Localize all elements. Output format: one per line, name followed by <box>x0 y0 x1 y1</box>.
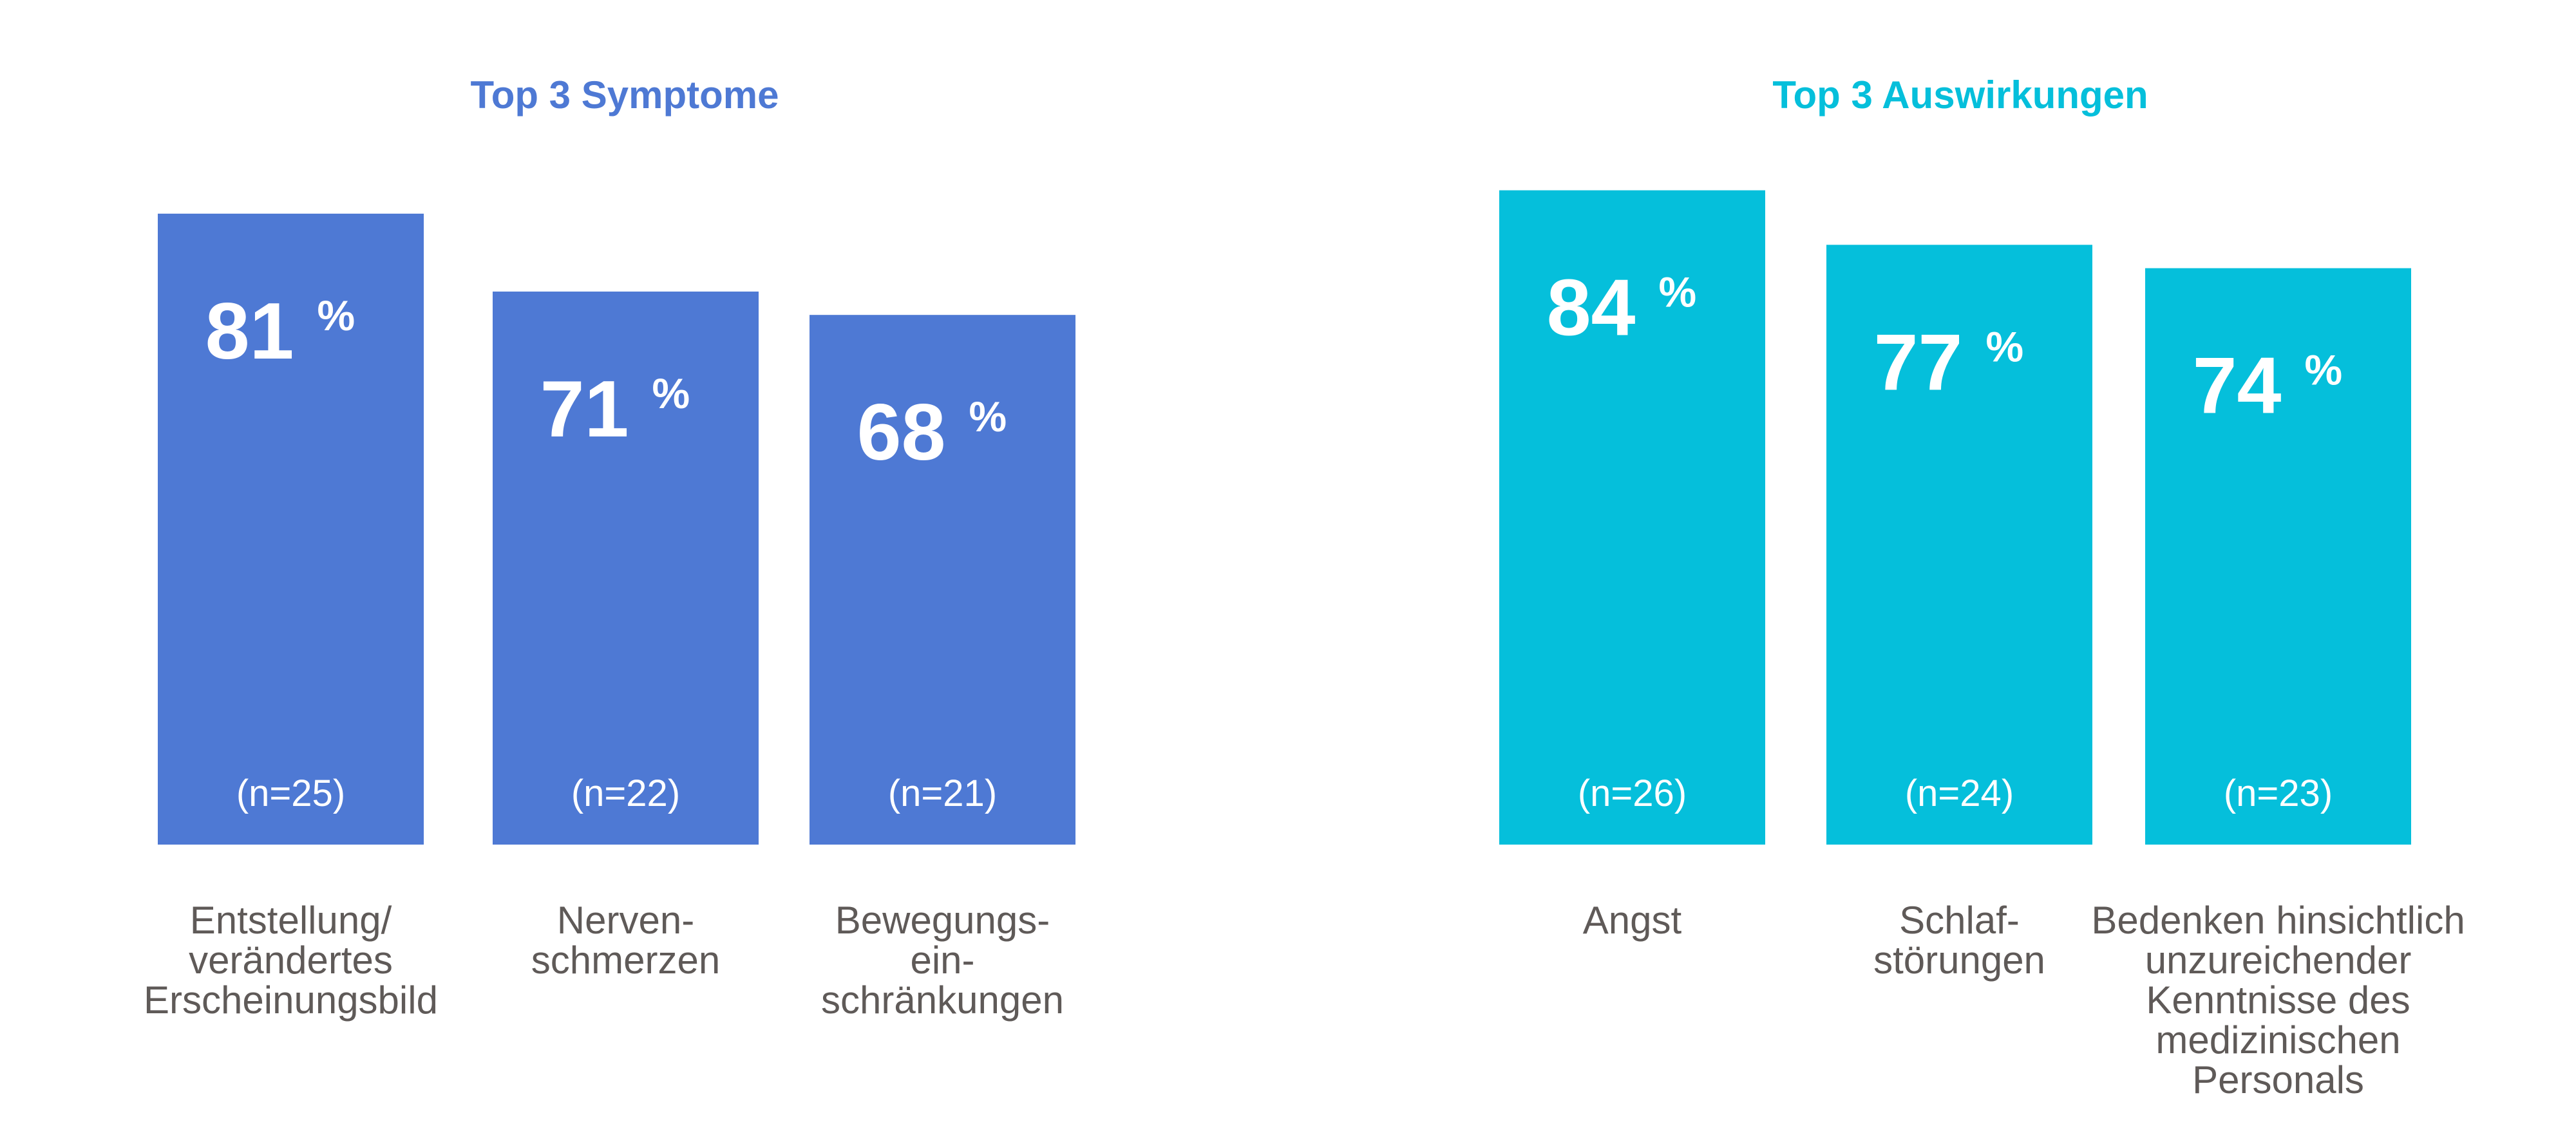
symptoms-category-label-2-line-1: Nerven- <box>557 899 694 942</box>
symptoms-category-label-3-line-3: schränkungen <box>821 978 1064 1022</box>
symptoms-bar-1 <box>158 213 424 845</box>
impacts-percent-sign-3: % <box>2305 346 2343 394</box>
symptoms-n-label-2: (n=22) <box>571 772 680 814</box>
symptoms-value-label-2: 71 <box>540 365 629 454</box>
symptoms-n-label-3: (n=21) <box>888 772 997 814</box>
symptoms-category-label-1-line-1: Entstellung/ <box>190 899 392 942</box>
symptoms-category-label-3-line-1: Bewegungs- <box>835 899 1050 942</box>
impacts-category-label-3-line-3: Kenntnisse des <box>2146 978 2410 1022</box>
symptoms-category-label-1-line-2: verändertes <box>189 939 393 982</box>
impacts-bar-2 <box>1826 245 2092 845</box>
impacts-category-label-2-line-1: Schlaf- <box>1899 899 2020 942</box>
impacts-category-label-3-line-5: Personals <box>2192 1058 2364 1101</box>
impacts-percent-sign-2: % <box>1986 323 2024 370</box>
impacts-n-label-3: (n=23) <box>2224 772 2333 814</box>
impacts-category-label-3-line-4: medizinischen <box>2155 1018 2400 1062</box>
symptoms-percent-sign-1: % <box>317 292 355 339</box>
impacts-percent-sign-1: % <box>1659 268 1697 316</box>
impacts-bar-1 <box>1499 190 1765 845</box>
impacts-value-label-3: 74 <box>2193 342 2282 431</box>
impacts-category-label-3-line-2: unzureichender <box>2145 939 2412 982</box>
symptoms-value-label-3: 68 <box>857 388 946 477</box>
symptoms-category-label-2-line-2: schmerzen <box>531 939 720 982</box>
impacts-chart-title: Top 3 Auswirkungen <box>1772 73 2148 117</box>
symptoms-bar-3 <box>810 315 1075 845</box>
symptoms-chart-title: Top 3 Symptome <box>471 73 779 117</box>
impacts-category-label-3-line-1: Bedenken hinsichtlich <box>2091 899 2465 942</box>
symptoms-category-label-3-line-2: ein- <box>910 939 974 982</box>
impacts-bar-3 <box>2145 268 2411 845</box>
symptoms-category-label-1-line-3: Erscheinungsbild <box>144 978 438 1022</box>
symptoms-n-label-1: (n=25) <box>236 772 345 814</box>
impacts-category-label-1-line-1: Angst <box>1583 899 1682 942</box>
impacts-value-label-1: 84 <box>1547 264 1636 353</box>
impacts-value-label-2: 77 <box>1874 318 1963 407</box>
symptoms-percent-sign-3: % <box>969 393 1007 440</box>
impacts-n-label-1: (n=26) <box>1578 772 1687 814</box>
impacts-n-label-2: (n=24) <box>1905 772 2014 814</box>
symptoms-bar-2 <box>493 291 759 845</box>
symptoms-value-label-1: 81 <box>205 287 294 376</box>
impacts-category-label-2-line-2: störungen <box>1873 939 2045 982</box>
symptoms-percent-sign-2: % <box>652 370 690 417</box>
